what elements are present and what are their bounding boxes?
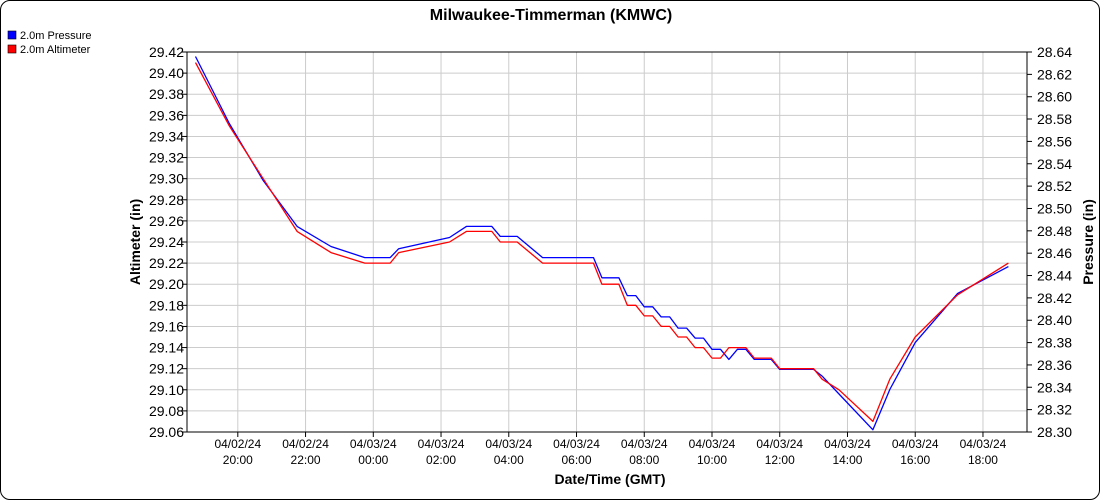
right-tick-label: 28.38 xyxy=(1037,335,1072,351)
x-tick-date: 04/03/24 xyxy=(418,437,465,451)
left-tick-label: 29.22 xyxy=(149,255,184,271)
left-tick-label: 29.16 xyxy=(149,318,184,334)
series-line-altimeter xyxy=(194,62,1009,423)
right-tick-label: 28.48 xyxy=(1037,223,1072,239)
x-tick-date: 04/02/24 xyxy=(282,437,329,451)
x-tick-time: 18:00 xyxy=(968,453,998,467)
left-tick-label: 29.32 xyxy=(149,150,184,166)
x-tick-date: 04/03/24 xyxy=(960,437,1007,451)
legend-item: 2.0m Pressure xyxy=(7,30,92,42)
left-tick-label: 29.18 xyxy=(149,297,184,313)
x-tick-date: 04/03/24 xyxy=(689,437,736,451)
x-tick-time: 00:00 xyxy=(358,453,388,467)
left-tick-label: 29.34 xyxy=(149,128,184,144)
x-tick-date: 04/02/24 xyxy=(214,437,261,451)
right-tick-label: 28.36 xyxy=(1037,357,1072,373)
right-tick-label: 28.42 xyxy=(1037,290,1072,306)
left-tick-label: 29.08 xyxy=(149,403,184,419)
legend-label: 2.0m Altimeter xyxy=(20,44,91,56)
left-tick-label: 29.36 xyxy=(149,107,184,123)
left-tick-label: 29.24 xyxy=(149,234,184,250)
left-tick-label: 29.12 xyxy=(149,361,184,377)
right-tick-label: 28.54 xyxy=(1037,156,1072,172)
right-tick-label: 28.64 xyxy=(1037,44,1072,60)
x-tick-date: 04/03/24 xyxy=(485,437,532,451)
legend-swatch xyxy=(7,44,17,54)
x-axis-ticks: 04/02/24 20:00 04/02/24 22:00 04/03/24 00:00 0… xyxy=(214,432,1007,467)
legend-swatch xyxy=(7,30,17,40)
y-axis-left-title: Altimeter (in) xyxy=(127,199,143,285)
series-line-pressure xyxy=(194,56,1009,431)
chart-title: Milwaukee-Timmerman (KMWC) xyxy=(430,7,672,24)
x-tick-date: 04/03/24 xyxy=(553,437,600,451)
left-axis-ticks: 29.42 29.40 29.38 29.36 29.34 29.32 29.30 29.28… xyxy=(149,44,187,440)
x-tick-date: 04/03/24 xyxy=(621,437,668,451)
right-tick-label: 28.52 xyxy=(1037,178,1072,194)
right-tick-label: 28.62 xyxy=(1037,66,1072,82)
grid xyxy=(187,51,1027,433)
x-tick-time: 04:00 xyxy=(494,453,524,467)
left-tick-label: 29.26 xyxy=(149,213,184,229)
x-tick-time: 20:00 xyxy=(223,453,253,467)
x-tick-time: 12:00 xyxy=(765,453,795,467)
right-tick-label: 28.56 xyxy=(1037,133,1072,149)
right-tick-label: 28.46 xyxy=(1037,245,1072,261)
left-tick-label: 29.38 xyxy=(149,86,184,102)
left-tick-label: 29.30 xyxy=(149,171,184,187)
x-tick-time: 14:00 xyxy=(832,453,862,467)
right-tick-label: 28.58 xyxy=(1037,111,1072,127)
x-tick-date: 04/03/24 xyxy=(824,437,871,451)
x-tick-date: 04/03/24 xyxy=(892,437,939,451)
left-tick-label: 29.06 xyxy=(149,424,184,440)
left-tick-label: 29.10 xyxy=(149,382,184,398)
right-tick-label: 28.30 xyxy=(1037,424,1072,440)
x-tick-time: 06:00 xyxy=(562,453,592,467)
left-tick-label: 29.14 xyxy=(149,340,184,356)
y-axis-right-title: Pressure (in) xyxy=(1080,199,1096,285)
legend-item: 2.0m Altimeter xyxy=(7,44,91,56)
x-tick-time: 22:00 xyxy=(291,453,321,467)
x-axis-title: Date/Time (GMT) xyxy=(555,471,666,487)
legend-label: 2.0m Pressure xyxy=(20,30,92,42)
right-tick-label: 28.50 xyxy=(1037,200,1072,216)
right-tick-label: 28.44 xyxy=(1037,268,1072,284)
x-tick-time: 10:00 xyxy=(697,453,727,467)
left-tick-label: 29.28 xyxy=(149,192,184,208)
x-tick-time: 02:00 xyxy=(426,453,456,467)
right-tick-label: 28.40 xyxy=(1037,312,1072,328)
x-tick-date: 04/03/24 xyxy=(756,437,803,451)
left-tick-label: 29.40 xyxy=(149,65,184,81)
right-tick-label: 28.34 xyxy=(1037,379,1072,395)
left-tick-label: 29.42 xyxy=(149,44,184,60)
series-group xyxy=(194,56,1009,431)
x-tick-time: 16:00 xyxy=(900,453,930,467)
x-tick-time: 08:00 xyxy=(629,453,659,467)
left-tick-label: 29.20 xyxy=(149,276,184,292)
x-tick-date: 04/03/24 xyxy=(350,437,397,451)
legend: 2.0m Pressure 2.0m Altimeter xyxy=(7,30,92,56)
right-axis-ticks: 28.64 28.62 28.60 28.58 28.56 28.54 28.52 28.50… xyxy=(1027,44,1072,440)
right-tick-label: 28.60 xyxy=(1037,89,1072,105)
right-tick-label: 28.32 xyxy=(1037,402,1072,418)
